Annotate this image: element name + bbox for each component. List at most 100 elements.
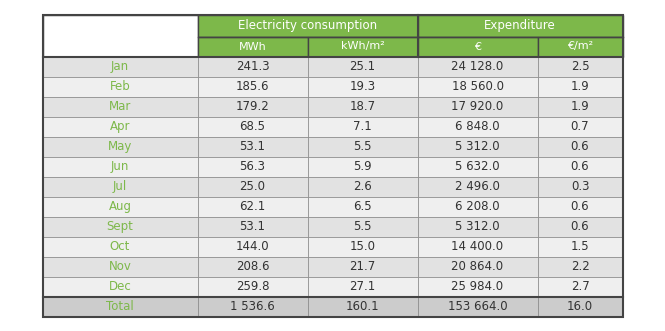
Text: Apr: Apr bbox=[110, 120, 130, 133]
Text: 6.5: 6.5 bbox=[353, 200, 372, 213]
Text: 2.5: 2.5 bbox=[571, 60, 589, 73]
Bar bbox=[43, 237, 198, 257]
Bar bbox=[537, 76, 622, 97]
Bar bbox=[43, 176, 198, 197]
Text: Expenditure: Expenditure bbox=[484, 19, 556, 32]
Text: 5.5: 5.5 bbox=[353, 140, 372, 153]
Text: 62.1: 62.1 bbox=[239, 200, 265, 213]
Bar bbox=[307, 97, 418, 117]
Text: 5.9: 5.9 bbox=[353, 160, 372, 173]
Bar bbox=[43, 157, 198, 176]
Text: 6 848.0: 6 848.0 bbox=[455, 120, 500, 133]
Bar bbox=[307, 257, 418, 276]
Text: 2 496.0: 2 496.0 bbox=[455, 180, 500, 193]
Text: 2.6: 2.6 bbox=[353, 180, 372, 193]
Bar bbox=[198, 57, 307, 76]
Bar bbox=[537, 257, 622, 276]
Bar bbox=[43, 97, 198, 117]
Text: 17 920.0: 17 920.0 bbox=[452, 100, 503, 113]
Bar bbox=[198, 15, 418, 36]
Bar bbox=[43, 276, 198, 297]
Text: 259.8: 259.8 bbox=[236, 280, 269, 293]
Bar bbox=[418, 276, 537, 297]
Bar bbox=[418, 237, 537, 257]
Bar bbox=[307, 297, 418, 316]
Text: Jul: Jul bbox=[113, 180, 127, 193]
Bar bbox=[198, 117, 307, 136]
Bar bbox=[418, 15, 622, 36]
Bar bbox=[418, 257, 537, 276]
Text: 7.1: 7.1 bbox=[353, 120, 372, 133]
Text: 25.1: 25.1 bbox=[349, 60, 376, 73]
Bar bbox=[198, 97, 307, 117]
Bar bbox=[43, 76, 198, 97]
Bar bbox=[418, 117, 537, 136]
Text: 19.3: 19.3 bbox=[349, 80, 376, 93]
Text: 25 984.0: 25 984.0 bbox=[452, 280, 503, 293]
Text: 208.6: 208.6 bbox=[236, 260, 269, 273]
Text: Jun: Jun bbox=[111, 160, 129, 173]
Text: Dec: Dec bbox=[108, 280, 132, 293]
Bar bbox=[198, 276, 307, 297]
Bar bbox=[43, 136, 198, 157]
Bar bbox=[307, 136, 418, 157]
Text: 0.3: 0.3 bbox=[571, 180, 589, 193]
Text: 1.9: 1.9 bbox=[571, 100, 589, 113]
Text: 56.3: 56.3 bbox=[239, 160, 265, 173]
Text: 24 128.0: 24 128.0 bbox=[452, 60, 503, 73]
Bar bbox=[198, 36, 307, 57]
Text: 15.0: 15.0 bbox=[350, 240, 376, 253]
Text: Mar: Mar bbox=[109, 100, 131, 113]
Bar bbox=[418, 157, 537, 176]
Bar bbox=[537, 57, 622, 76]
Bar bbox=[418, 57, 537, 76]
Bar bbox=[43, 297, 198, 316]
Text: Feb: Feb bbox=[110, 80, 130, 93]
Text: 0.6: 0.6 bbox=[571, 220, 589, 233]
Bar bbox=[43, 15, 198, 57]
Bar bbox=[43, 216, 198, 237]
Text: 2.7: 2.7 bbox=[571, 280, 589, 293]
Bar bbox=[198, 136, 307, 157]
Bar bbox=[418, 97, 537, 117]
Text: 5 312.0: 5 312.0 bbox=[455, 140, 500, 153]
Bar bbox=[418, 297, 537, 316]
Bar bbox=[307, 237, 418, 257]
Bar bbox=[418, 176, 537, 197]
Text: 21.7: 21.7 bbox=[349, 260, 376, 273]
Bar bbox=[307, 117, 418, 136]
Bar bbox=[307, 76, 418, 97]
Bar bbox=[537, 117, 622, 136]
Bar bbox=[418, 76, 537, 97]
Text: Nov: Nov bbox=[108, 260, 132, 273]
Text: €: € bbox=[474, 41, 481, 52]
Text: 0.7: 0.7 bbox=[571, 120, 589, 133]
Text: 6 208.0: 6 208.0 bbox=[455, 200, 500, 213]
Bar bbox=[307, 176, 418, 197]
Bar bbox=[537, 36, 622, 57]
Text: 16.0: 16.0 bbox=[567, 300, 593, 313]
Text: Oct: Oct bbox=[110, 240, 130, 253]
Bar bbox=[198, 197, 307, 216]
Bar bbox=[307, 216, 418, 237]
Bar bbox=[43, 57, 198, 76]
Text: 185.6: 185.6 bbox=[236, 80, 269, 93]
Text: Jan: Jan bbox=[111, 60, 129, 73]
Text: Aug: Aug bbox=[108, 200, 132, 213]
Bar bbox=[307, 276, 418, 297]
Bar bbox=[537, 97, 622, 117]
Bar bbox=[198, 297, 307, 316]
Bar bbox=[537, 276, 622, 297]
Text: 1.9: 1.9 bbox=[571, 80, 589, 93]
Bar bbox=[418, 197, 537, 216]
Text: 160.1: 160.1 bbox=[346, 300, 379, 313]
Bar bbox=[43, 15, 622, 316]
Text: 20 864.0: 20 864.0 bbox=[452, 260, 503, 273]
Bar bbox=[307, 157, 418, 176]
Bar bbox=[418, 136, 537, 157]
Bar bbox=[43, 117, 198, 136]
Bar bbox=[537, 216, 622, 237]
Text: 0.6: 0.6 bbox=[571, 140, 589, 153]
Text: 68.5: 68.5 bbox=[239, 120, 265, 133]
Text: 144.0: 144.0 bbox=[235, 240, 269, 253]
